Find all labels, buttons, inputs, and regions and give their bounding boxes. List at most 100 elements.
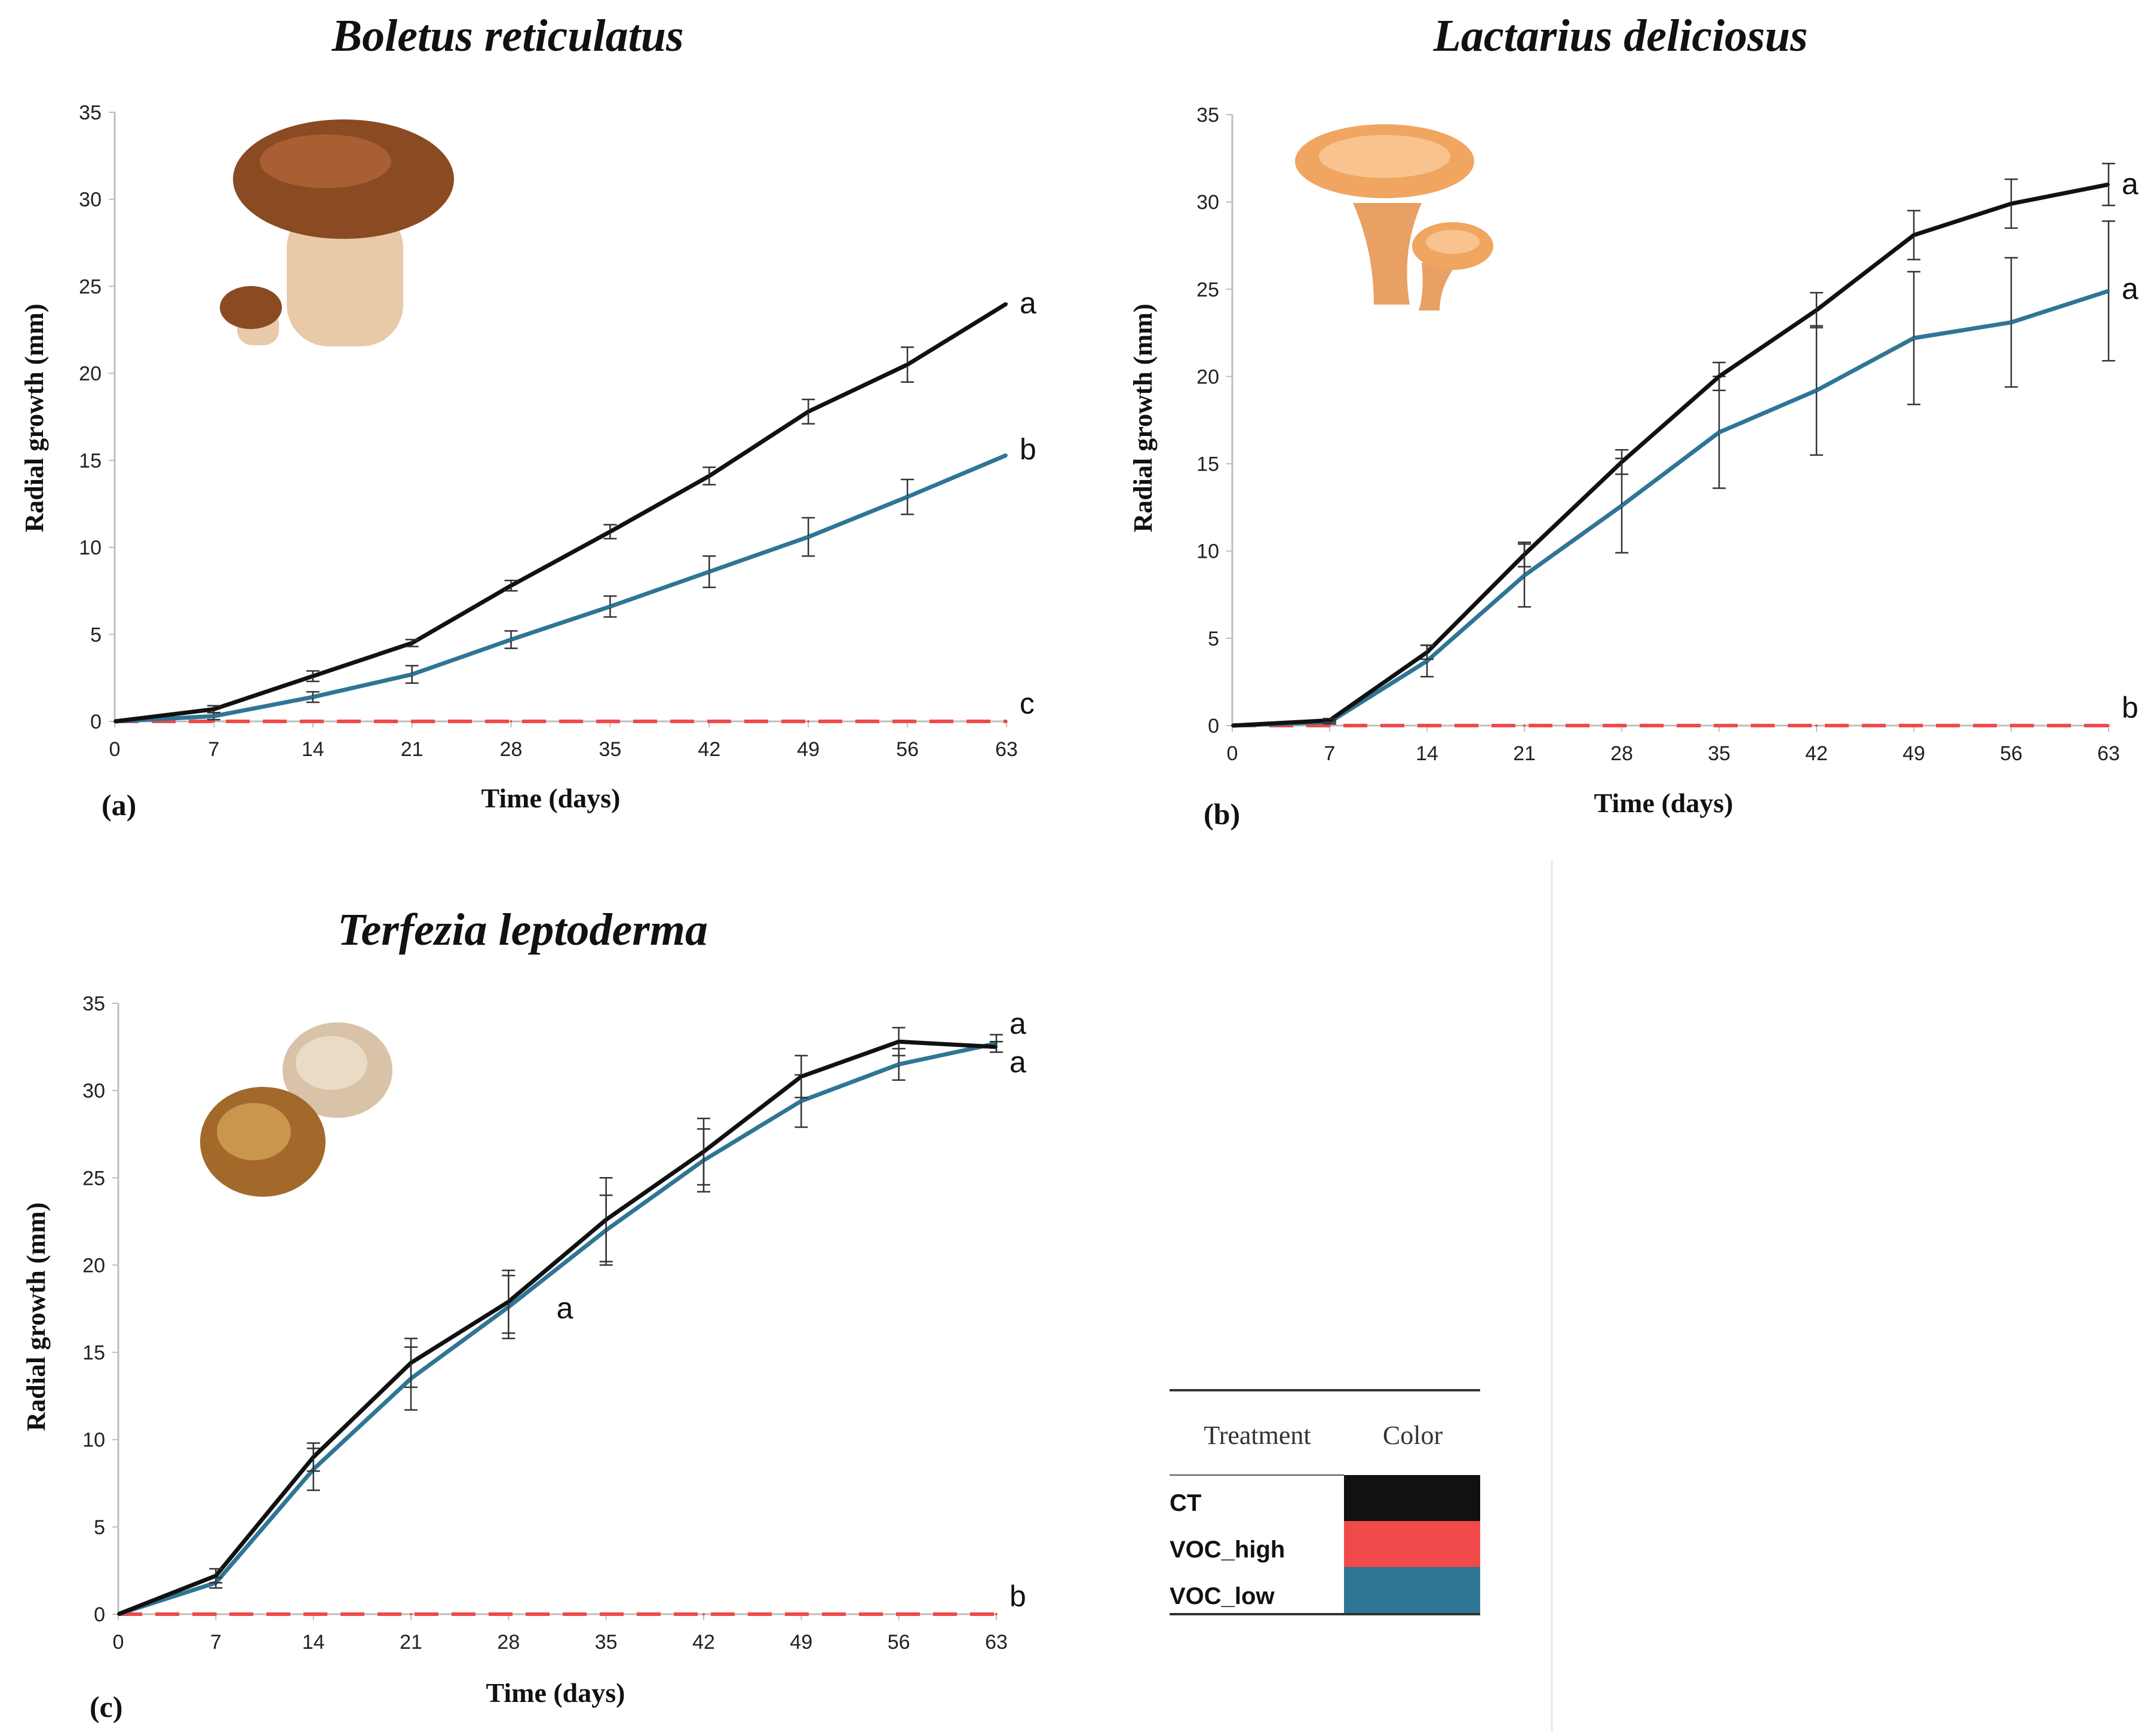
p2-y-tick-label: 25 [82, 1167, 105, 1190]
p1-y-tick-label: 0 [1208, 715, 1219, 738]
p2-series-voc-low-line [117, 1041, 997, 1617]
p1-series-voc-high-point [1328, 724, 1331, 727]
p2-significance-letter: a [1009, 1007, 1026, 1040]
panel-c-xlabel: Time (days) [486, 1677, 625, 1708]
p0-series-voc-low-line [114, 453, 1008, 724]
p1-series-voc-low-point [2107, 290, 2110, 293]
p1-series-ct-point [1913, 233, 1915, 236]
p0-series-voc-high-point [311, 720, 314, 723]
p0-x-tick-label: 28 [500, 738, 523, 761]
p0-series-voc-high-point [1005, 720, 1008, 723]
p0-significance-letter: b [1020, 432, 1036, 466]
p1-series-voc-low-point [1621, 504, 1623, 507]
p1-series-ct-point [1718, 375, 1720, 378]
p1-series-voc-high-point [2010, 724, 2012, 727]
p0-x-tick-label: 21 [401, 738, 424, 761]
p0-x-tick-label: 7 [208, 738, 219, 761]
p1-significance-letter: a [2122, 167, 2138, 201]
p1-series-voc-low-point [1913, 337, 1915, 340]
p0-series-voc-low-point [311, 696, 314, 699]
p0-series-voc-high-point [906, 720, 909, 723]
p0-x-tick-label: 63 [995, 738, 1018, 761]
p1-significance-letter: a [2122, 272, 2138, 305]
p1-x-tick-label: 0 [1227, 742, 1238, 765]
panel-c: Terfezia leptoderma Radial growth (mm) T… [22, 905, 1026, 1723]
p2-series-ct-point [604, 1218, 607, 1221]
p1-series-voc-high-point [2107, 724, 2110, 727]
p2-x-tick-label: 7 [210, 1631, 222, 1654]
p2-x-tick-label: 63 [985, 1631, 1008, 1654]
p0-series-ct-point [510, 584, 513, 587]
p1-series-voc-high-point [1523, 724, 1526, 727]
p0-y-tick-label: 25 [79, 275, 102, 298]
p1-x-tick-label: 28 [1610, 742, 1633, 765]
p0-series-voc-low-point [609, 605, 612, 608]
panel-b-xlabel: Time (days) [1594, 788, 1733, 818]
p0-series-voc-high-point [510, 720, 513, 723]
p1-y-tick-label: 35 [1196, 104, 1219, 127]
p2-significance-letter: b [1009, 1580, 1026, 1613]
p2-x-tick-label: 35 [595, 1631, 618, 1654]
p0-x-tick-label: 35 [599, 738, 622, 761]
legend-table: Treatment Color CT VOC_high VOC_low [1170, 1389, 1480, 1615]
panel-c-ylabel: Radial growth (mm) [22, 1203, 51, 1431]
p0-series-voc-low-point [1005, 454, 1008, 457]
p2-x-tick-label: 0 [113, 1631, 124, 1654]
panel-a-plot: 0 5 10 15 20 25 30 35 0 7 14 21 28 35 42 49 56 63 a b c [79, 102, 1036, 761]
p2-series-ct-line [117, 1039, 997, 1617]
p2-series-ct-point [897, 1040, 900, 1043]
panel-a: Boletus reticulatus Radial growth (mm) T… [20, 11, 1036, 822]
p0-series-voc-low-point [906, 496, 909, 499]
p1-y-tick-label: 5 [1208, 628, 1219, 650]
p2-x-tick-label: 14 [302, 1631, 325, 1654]
p0-series-voc-high-point [807, 720, 810, 723]
p0-series-voc-low-point [807, 536, 810, 539]
legend-label-voc-high: VOC_high [1170, 1537, 1285, 1563]
panel-c-title: Terfezia leptoderma [337, 905, 708, 955]
p1-series-voc-low-point [1718, 431, 1720, 434]
p1-series-voc-high-point [1621, 724, 1623, 727]
p0-x-tick-label: 14 [302, 738, 324, 761]
p2-series-voc-low-point [800, 1099, 803, 1102]
legend-swatch-voc-low [1344, 1567, 1480, 1613]
p2-x-tick-label: 42 [692, 1631, 715, 1654]
legend-label-voc-low: VOC_low [1170, 1583, 1275, 1609]
p1-series-ct-point [1621, 460, 1623, 463]
p0-series-ct-point [212, 708, 215, 711]
p0-y-tick-label: 5 [90, 623, 102, 646]
p1-series-ct-point [1815, 309, 1818, 312]
legend-header-color: Color [1383, 1421, 1443, 1450]
p2-series-voc-high-point [507, 1613, 510, 1615]
p0-y-tick-label: 20 [79, 362, 102, 385]
p1-x-tick-label: 35 [1708, 742, 1730, 765]
p2-series-voc-low-point [897, 1063, 900, 1066]
p2-y-tick-label: 5 [94, 1516, 105, 1539]
p1-series-ct-point [1426, 651, 1428, 654]
p2-y-tick-label: 0 [94, 1603, 105, 1626]
p0-series-voc-low-point [410, 673, 413, 676]
p0-series-ct-point [708, 475, 711, 478]
p0-y-tick-label: 35 [79, 102, 102, 124]
p2-series-ct-point [800, 1075, 803, 1078]
legend-header-treatment: Treatment [1204, 1421, 1311, 1450]
p0-series-ct-point [906, 363, 909, 366]
p1-y-tick-label: 30 [1196, 191, 1219, 214]
p1-y-tick-label: 25 [1196, 278, 1219, 301]
p1-series-ct-point [1231, 724, 1233, 727]
p2-series-voc-high-point [800, 1613, 803, 1615]
p2-series-voc-high-point [702, 1613, 705, 1615]
p2-series-ct-point [214, 1574, 217, 1577]
p1-series-voc-low-point [2010, 321, 2012, 324]
p1-series-voc-high-point [1913, 724, 1915, 727]
p2-y-tick-label: 10 [82, 1429, 105, 1452]
p0-x-tick-label: 42 [698, 738, 720, 761]
p2-series-ct-point [410, 1362, 412, 1365]
p0-series-voc-high-point [410, 720, 413, 723]
p2-y-tick-label: 15 [82, 1342, 105, 1365]
p2-x-tick-label: 21 [400, 1631, 422, 1654]
p2-series-voc-high-point [995, 1613, 998, 1615]
legend-swatch-ct [1344, 1475, 1480, 1521]
p0-x-tick-label: 0 [109, 738, 121, 761]
p2-significance-letter: a [1009, 1045, 1026, 1079]
p0-x-tick-label: 49 [797, 738, 820, 761]
